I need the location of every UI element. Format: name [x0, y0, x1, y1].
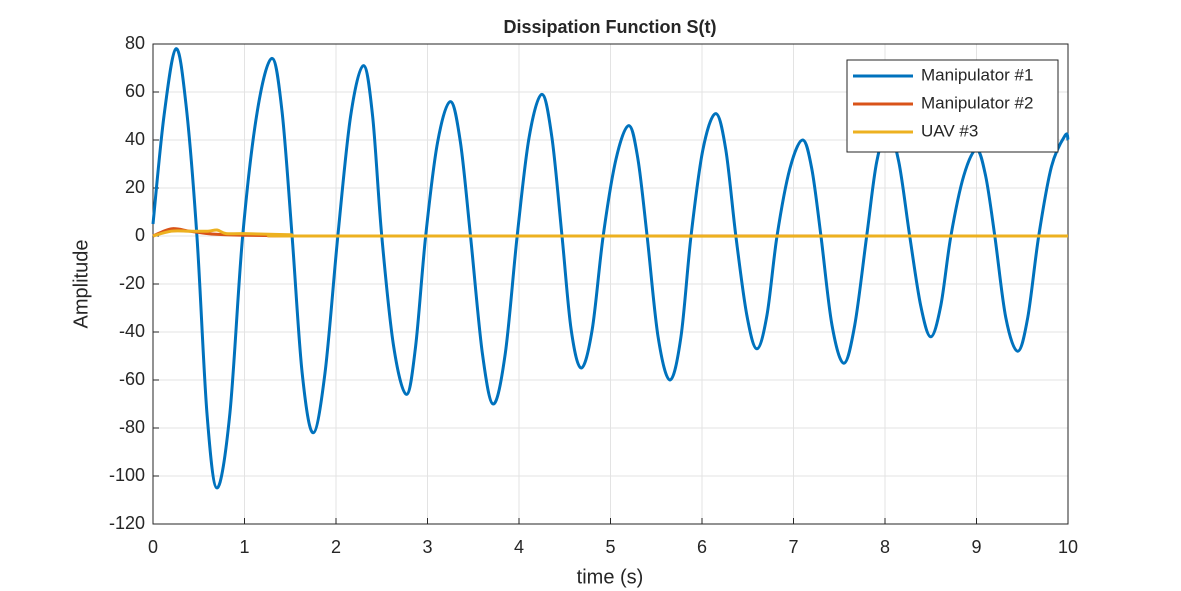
x-tick-label: 5 [605, 537, 615, 557]
plot-frame [152, 43, 1069, 525]
series-line [152, 228, 1069, 238]
y-tick-label: -20 [119, 273, 145, 293]
y-tick-label: 20 [125, 177, 145, 197]
x-tick-label: 0 [148, 537, 158, 557]
y-tick-label: 0 [135, 225, 145, 245]
x-tick-label: 9 [971, 537, 981, 557]
y-axis-label: Amplitude [70, 240, 92, 329]
y-tick-label: -60 [119, 369, 145, 389]
y-tick-label: -120 [109, 513, 145, 533]
legend-label: UAV #3 [921, 121, 978, 140]
x-axis-label: time (s) [577, 566, 644, 588]
x-tick-label: 10 [1058, 537, 1078, 557]
x-tick-label: 8 [880, 537, 890, 557]
series-line [151, 47, 1070, 490]
x-tick-label: 7 [788, 537, 798, 557]
legend-label: Manipulator #2 [921, 93, 1033, 112]
y-tick-label: 80 [125, 33, 145, 53]
y-tick-label: 40 [125, 129, 145, 149]
y-tick-label: -80 [119, 417, 145, 437]
x-tick-label: 6 [697, 537, 707, 557]
x-tick-label: 4 [514, 537, 524, 557]
y-tick-label: -40 [119, 321, 145, 341]
legend-label: Manipulator #1 [921, 65, 1033, 84]
x-tick-label: 3 [422, 537, 432, 557]
y-tick-label: -100 [109, 465, 145, 485]
x-tick-label: 1 [239, 537, 249, 557]
x-tick-label: 2 [331, 537, 341, 557]
chart-title: Dissipation Function S(t) [504, 17, 717, 37]
y-tick-label: 60 [125, 81, 145, 101]
